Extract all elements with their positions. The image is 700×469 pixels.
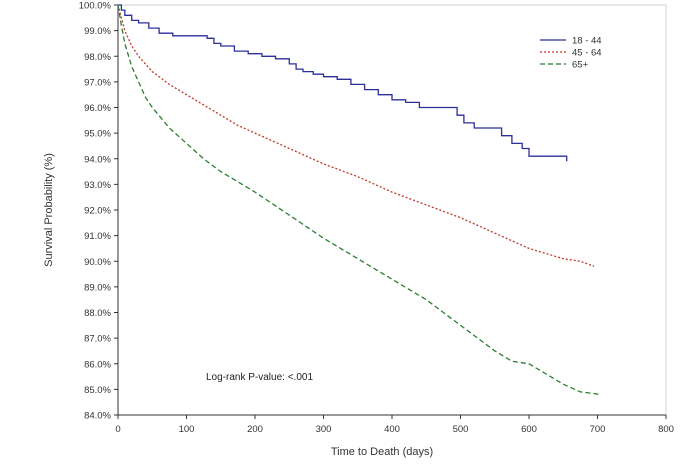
y-tick-label: 97.0% [84, 77, 111, 88]
y-tick-label: 100.0% [79, 1, 112, 12]
y-tick-label: 91.0% [84, 231, 111, 242]
y-tick-label: 93.0% [84, 180, 111, 191]
y-tick-label: 88.0% [84, 308, 111, 319]
legend-label: 45 - 64 [572, 48, 602, 59]
x-axis-label: Time to Death (days) [331, 446, 433, 458]
y-tick-label: 85.0% [84, 385, 111, 396]
y-tick-label: 87.0% [84, 334, 111, 345]
x-tick-label: 700 [590, 424, 606, 435]
series-line-1 [117, 4, 595, 268]
y-tick-label: 95.0% [84, 129, 111, 140]
y-tick-label: 86.0% [84, 359, 111, 370]
series-line-2 [117, 4, 601, 396]
y-tick-label: 90.0% [84, 257, 111, 268]
x-axis-ticks: 0 100 200 300 400 500 600 700 800 [115, 415, 674, 435]
y-tick-label: 89.0% [84, 282, 111, 293]
y-tick-label: 84.0% [84, 411, 111, 422]
y-tick-label: 94.0% [84, 154, 111, 165]
legend-label: 18 - 44 [572, 36, 602, 47]
y-axis-label: Survival Probability (%) [43, 153, 55, 267]
x-tick-label: 100 [179, 424, 195, 435]
y-axis-ticks: 84.0% 85.0% 86.0% 87.0% 88.0% 89.0% 90.0% 91.0%… [79, 1, 118, 422]
y-tick-label: 92.0% [84, 206, 111, 217]
x-tick-label: 0 [115, 424, 120, 435]
x-tick-label: 800 [658, 424, 674, 435]
x-tick-label: 600 [521, 424, 537, 435]
x-tick-label: 500 [453, 424, 469, 435]
y-tick-label: 99.0% [84, 26, 111, 37]
series-lines [117, 4, 601, 396]
legend-label: 65+ [572, 60, 589, 71]
logrank-annotation: Log-rank P-value: <.001 [206, 372, 313, 383]
series-line-0 [118, 4, 568, 162]
x-tick-label: 200 [247, 424, 263, 435]
x-tick-label: 400 [384, 424, 400, 435]
y-tick-label: 98.0% [84, 52, 111, 63]
x-tick-label: 300 [316, 424, 332, 435]
y-tick-label: 96.0% [84, 103, 111, 114]
